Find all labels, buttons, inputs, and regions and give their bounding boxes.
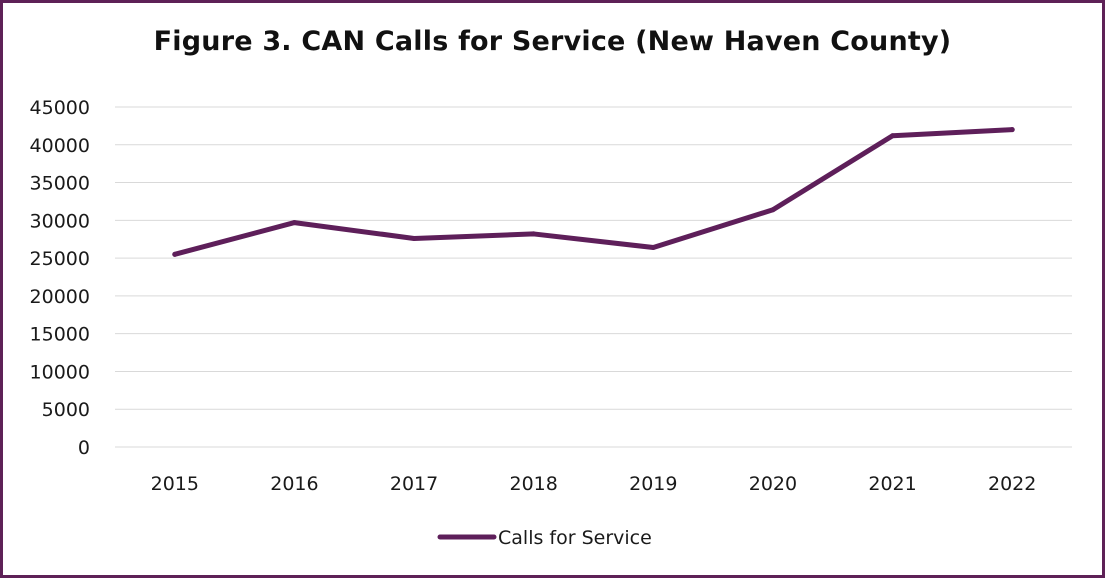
x-tick-label: 2020	[749, 473, 797, 495]
data-point	[531, 231, 537, 237]
x-tick-label: 2017	[390, 473, 438, 495]
data-point	[1009, 127, 1015, 133]
data-point	[770, 207, 776, 213]
y-tick-label: 0	[78, 437, 90, 459]
y-tick-label: 45000	[30, 97, 90, 119]
x-tick-label: 2018	[510, 473, 558, 495]
y-tick-label: 35000	[30, 173, 90, 195]
x-tick-label: 2022	[988, 473, 1036, 495]
data-point	[172, 251, 178, 257]
gridlines	[115, 106, 1072, 448]
x-axis-ticks: 2015 2016 2017 2018 2019 2020 2021 2022	[151, 473, 1037, 495]
chart-title: Figure 3. CAN Calls for Service (New Hav…	[153, 26, 952, 57]
x-tick-label: 2016	[270, 473, 318, 495]
legend: Calls for Service	[437, 527, 652, 549]
data-point	[411, 235, 417, 241]
y-tick-label: 5000	[42, 399, 90, 421]
data-point	[291, 220, 297, 226]
y-axis-ticks: 0 5000 10000 15000 20000 25000 30000 35000 40000…	[30, 97, 90, 459]
y-tick-label: 20000	[30, 286, 90, 308]
y-tick-label: 10000	[30, 361, 90, 383]
y-tick-label: 30000	[30, 210, 90, 232]
x-tick-label: 2019	[629, 473, 677, 495]
y-tick-label: 25000	[30, 248, 90, 270]
data-point	[650, 245, 656, 251]
x-tick-label: 2021	[868, 473, 916, 495]
y-tick-label: 15000	[30, 324, 90, 346]
legend-label: Calls for Service	[498, 527, 652, 549]
y-tick-label: 40000	[30, 135, 90, 157]
x-tick-label: 2015	[151, 473, 199, 495]
series-layer	[172, 127, 1015, 257]
data-point	[890, 133, 896, 139]
series-line	[172, 127, 1015, 257]
